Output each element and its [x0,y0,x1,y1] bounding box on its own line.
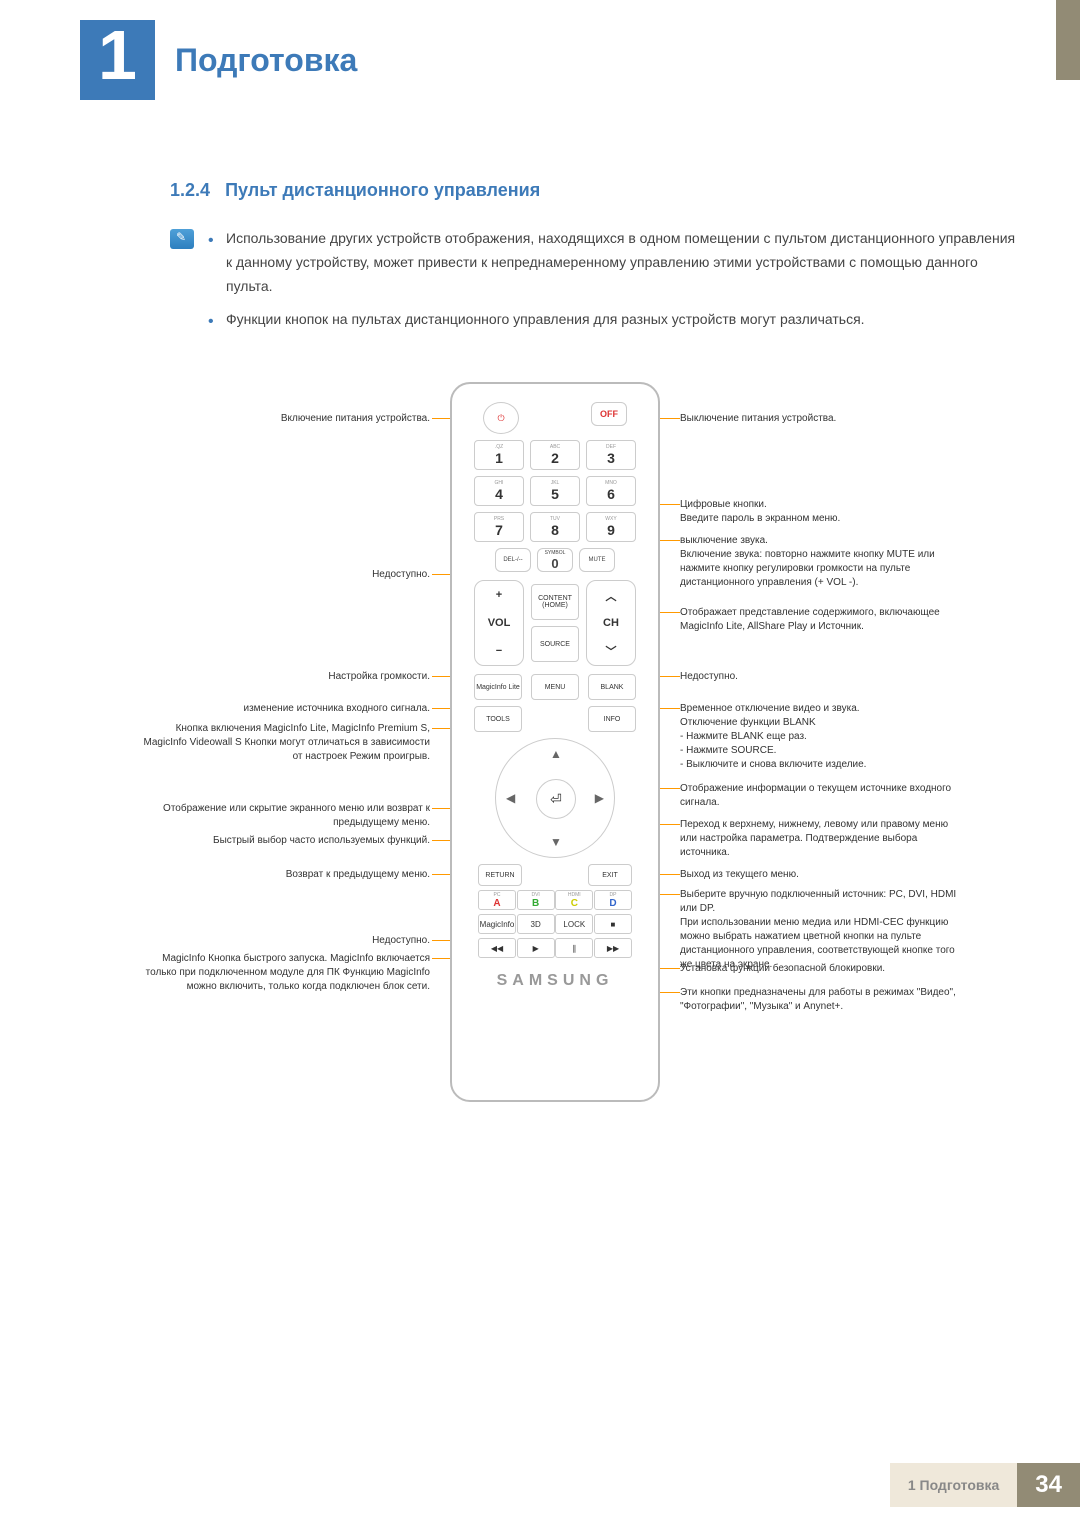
vol-ch-row: +VOL− CONTENT (HOME) SOURCE ︿CH﹀ [474,580,636,666]
key-1: .QZ1 [474,440,524,470]
off-button: OFF [591,402,627,426]
section-heading: 1.2.4 Пульт дистанционного управления [170,180,1020,201]
numeric-keypad: .QZ1ABC2DEF3 GHI4JKL5MNO6 PRS7TUV8WXY9 [474,440,636,542]
section-number: 1.2.4 [170,180,210,200]
chapter-title: Подготовка [175,42,357,79]
callout-right: Выберите вручную подключенный источник: … [680,888,960,972]
callout-left: Включение питания устройства. [140,412,430,426]
vol-rocker: +VOL− [474,580,524,666]
callout-right: Переход к верхнему, нижнему, левому или … [680,818,960,860]
callout-right: выключение звука.Включение звука: повтор… [680,534,960,590]
blank-button: BLANK [588,674,636,700]
info-button: INFO [588,706,636,732]
callout-right: Отображение информации о текущем источни… [680,782,960,810]
color-button-d: DPD [594,890,632,910]
vol-label: VOL [488,617,511,629]
callout-right: Выключение питания устройства. [680,412,960,426]
callout-right: Выход из текущего меню. [680,868,960,882]
source-button: SOURCE [531,626,579,662]
callout-left: MagicInfo Кнопка быстрого запуска. Magic… [140,952,430,994]
remote-body: ⏻ OFF .QZ1ABC2DEF3 GHI4JKL5MNO6 PRS7TUV8WX… [450,382,660,1102]
note-block: Использование других устройств отображен… [170,227,1020,342]
note-item: Функции кнопок на пультах дистанционного… [208,308,1020,332]
section-title: Пульт дистанционного управления [225,180,540,200]
mute-button: MUTE [579,548,615,572]
key-8: TUV8 [530,512,580,542]
chapter-header: 1 Подготовка [80,20,1020,100]
abcd-row: PCADVIBHDMICDPD [478,890,632,910]
callout-right: Временное отключение видео и звука.Отклю… [680,702,960,772]
key-9: WXY9 [586,512,636,542]
key-7: PRS7 [474,512,524,542]
media-row: ⏮◀◀▶∥▶▶ [478,938,632,958]
up-arrow-icon: ▲ [550,747,562,761]
key-2: ABC2 [530,440,580,470]
callout-left: Настройка громкости. [140,670,430,684]
color-button-a: PCA [478,890,516,910]
tools-button: TOOLS [474,706,522,732]
power-button: ⏻ [483,402,519,434]
media-button-4: ▶▶ [594,938,632,958]
exit-button: EXIT [588,864,632,886]
callout-left: Быстрый выбор часто используемых функций… [140,834,430,848]
callout-right: Цифровые кнопки.Введите пароль в экранно… [680,498,960,526]
lock-button: LOCK [555,914,593,934]
remote-diagram: Включение питания устройства. Недоступно.… [140,382,960,1162]
callout-left: Недоступно. [140,934,430,948]
note-item: Использование других устройств отображен… [208,227,1020,298]
key-6: MNO6 [586,476,636,506]
3d-button: 3D [517,914,555,934]
media-button-3: ∥ [555,938,593,958]
note-list: Использование других устройств отображен… [208,227,1020,342]
chapter-number: 1 [80,20,155,100]
key-3: DEF3 [586,440,636,470]
media-button-1: ◀◀ [478,938,516,958]
callout-left: Возврат к предыдущему меню. [140,868,430,882]
footer-page-number: 34 [1017,1463,1080,1507]
return-button: RETURN [478,864,522,886]
del-button: DEL-/-- [495,548,531,572]
callout-left: Кнопка включения MagicInfo Lite, MagicIn… [140,722,430,764]
menu-button: MENU [531,674,579,700]
magicinfo-button: MagicInfo Lite [474,674,522,700]
symbol-zero-button: SYMBOL 0 [537,548,573,572]
stop-button: ■ [594,914,632,934]
key-4: GHI4 [474,476,524,506]
page-footer: 1 Подготовка 34 [890,1463,1080,1507]
zero-label: 0 [551,556,558,571]
ok-button: ⏎ [536,779,576,819]
media-button-2: ▶ [517,938,555,958]
callout-left: изменение источника входного сигнала. [140,702,430,716]
color-button-c: HDMIC [555,890,593,910]
mute-label: MUTE [589,557,606,563]
left-arrow-icon: ◀ [506,791,515,805]
ch-rocker: ︿CH﹀ [586,580,636,666]
callout-right: Недоступно. [680,670,960,684]
callout-right: Установка функции безопасной блокировки. [680,962,960,976]
callout-right: Эти кнопки предназначены для работы в ре… [680,986,960,1014]
key-5: JKL5 [530,476,580,506]
side-stripe [1056,0,1080,80]
right-arrow-icon: ▶ [595,791,604,805]
down-arrow-icon: ▼ [550,835,562,849]
callout-left: Отображение или скрытие экранного меню и… [140,802,430,830]
dpad: ▲ ▼ ◀ ▶ ⏎ [495,738,615,858]
footer-label: 1 Подготовка [890,1463,1017,1507]
ch-label: CH [603,617,619,629]
content-button: CONTENT (HOME) [531,584,579,620]
magicinfo-launch-button: MagicInfo [478,914,516,934]
callout-right: Отображает представление содержимого, вк… [680,606,960,634]
callout-left: Недоступно. [140,568,430,582]
color-button-b: DVIB [517,890,555,910]
brand-label: SAMSUNG [464,972,646,990]
note-icon [170,229,194,249]
manual-page: 1 Подготовка 1.2.4 Пульт дистанционного … [0,0,1080,1527]
